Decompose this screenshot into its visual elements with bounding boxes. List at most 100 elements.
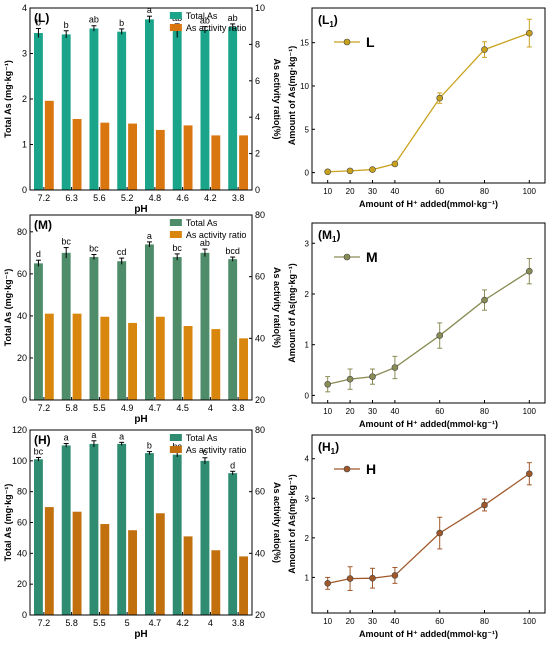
activity-ratio-bar [100, 316, 110, 400]
data-point [436, 94, 444, 102]
y-tick-label: 80 [17, 227, 27, 237]
data-point [369, 574, 376, 582]
panel-h1-line-chart: 10 20 30 40 60 80 100 1 2 3 4 Amount of H⁺ added(mm… [287, 434, 546, 639]
y-tick-label: 100 [12, 456, 27, 466]
legend-swatch-total-as [169, 219, 182, 226]
total-as-bar [117, 261, 127, 400]
x-tick-label: 10 [323, 407, 332, 416]
significance-letter: a [64, 433, 69, 443]
significance-letter: bc [172, 243, 182, 253]
legend-swatch-total-as [169, 434, 182, 441]
data-point [481, 46, 488, 53]
x-tick-label: 4.6 [176, 193, 189, 203]
significance-letter: bcd [225, 246, 240, 256]
x-tick-label: 5 [125, 618, 130, 628]
data-point [391, 572, 399, 579]
legend-swatch-activity-ratio [169, 231, 182, 238]
y-axis-title: Total As (mg·kg⁻¹) [3, 60, 13, 138]
y2-tick-label: 2 [255, 149, 260, 159]
y-tick-label: 5 [305, 125, 310, 134]
activity-ratio-bar [44, 100, 54, 190]
significance-letter: ab [89, 15, 99, 25]
legend-marker [343, 465, 351, 473]
legend-label-activity-ratio: As activity ratio [186, 230, 247, 240]
significance-letter: d [230, 460, 235, 470]
x-axis-title: Amount of H⁺ added(mmol·kg⁻¹) [359, 629, 498, 639]
y-axis-title: Amount of As(mg·kg⁻¹) [287, 46, 297, 145]
x-tick-label: 80 [480, 407, 489, 416]
total-as-bar [33, 263, 43, 400]
total-as-bar [117, 31, 127, 190]
x-tick-label: 5.2 [121, 193, 134, 203]
y2-tick-label: 4 [255, 112, 260, 122]
y2-tick-label: 80 [255, 210, 265, 220]
legend-swatch-total-as [169, 12, 182, 19]
activity-ratio-bar [211, 329, 221, 400]
total-as-bar [89, 257, 99, 400]
data-point [346, 375, 354, 383]
legend-label: L [366, 34, 375, 50]
x-tick-label: 4.7 [149, 618, 162, 628]
panel-label: (H1) [318, 440, 339, 456]
x-tick-label: 4 [208, 403, 213, 413]
data-point [481, 296, 488, 304]
total-as-bar [172, 257, 182, 400]
activity-ratio-bar [44, 313, 54, 400]
panel-label: (M) [34, 218, 52, 232]
data-point [526, 470, 533, 478]
significance-letter: a [91, 430, 96, 440]
activity-ratio-bar [239, 338, 249, 400]
total-as-bar [200, 460, 210, 615]
legend-marker [343, 38, 351, 46]
activity-ratio-bar [239, 556, 249, 615]
y2-axis-title: As activity ratio(%) [272, 267, 282, 348]
y-axis-title: Amount of As(mg·kg⁻¹) [287, 263, 297, 362]
y-tick-label: 1 [22, 140, 27, 150]
x-tick-label: 4.7 [149, 403, 162, 413]
legend-label: M [366, 249, 378, 265]
x-tick-label: 40 [390, 617, 399, 626]
data-point [324, 380, 331, 388]
x-tick-label: 3.8 [232, 618, 245, 628]
legend-label-total-as: Total As [186, 218, 218, 228]
x-tick-label: 100 [523, 187, 537, 196]
y-tick-label: 1 [305, 573, 310, 582]
data-point [481, 501, 488, 509]
data-point [346, 167, 354, 175]
activity-ratio-bar [100, 122, 110, 190]
y-tick-label: 0 [305, 169, 310, 178]
activity-ratio-bar [183, 326, 193, 400]
panel-label: (M1) [318, 228, 340, 244]
y2-tick-label: 0 [255, 185, 260, 195]
x-tick-label: 4 [208, 618, 213, 628]
data-point [369, 166, 376, 173]
panel-l-bar-chart: b7.2b6.3ab5.6b5.2a4.8ab4.6ab4.2ab3.80123… [3, 3, 282, 215]
plot-frame [29, 214, 253, 401]
series-line [327, 32, 530, 173]
activity-ratio-bar [128, 123, 138, 190]
x-tick-label: 30 [368, 617, 377, 626]
data-point [436, 529, 444, 537]
x-axis-title: pH [134, 204, 147, 215]
total-as-bar [144, 453, 154, 615]
total-as-bar [117, 443, 127, 615]
significance-letter: bc [89, 244, 99, 254]
x-tick-label: 80 [480, 617, 489, 626]
total-as-bar [200, 29, 210, 191]
y2-tick-label: 6 [255, 76, 260, 86]
panel-h-bar-chart: bc7.2a5.8a5.5a5b4.7bc4.2c4d3.80204060801… [3, 425, 282, 640]
x-tick-label: 60 [435, 407, 444, 416]
y-tick-label: 15 [300, 39, 309, 48]
legend-label-activity-ratio: As activity ratio [186, 445, 247, 455]
total-as-bar [228, 27, 238, 190]
y2-tick-label: 10 [255, 3, 265, 13]
series-line [327, 270, 530, 385]
y-tick-label: 3 [305, 494, 310, 503]
plot-frame [311, 222, 546, 404]
y-tick-label: 4 [22, 3, 27, 13]
significance-letter: a [147, 5, 152, 15]
y-tick-label: 10 [300, 82, 309, 91]
activity-ratio-bar [155, 316, 165, 400]
activity-ratio-bar [211, 135, 221, 190]
activity-ratio-bar [239, 135, 249, 190]
